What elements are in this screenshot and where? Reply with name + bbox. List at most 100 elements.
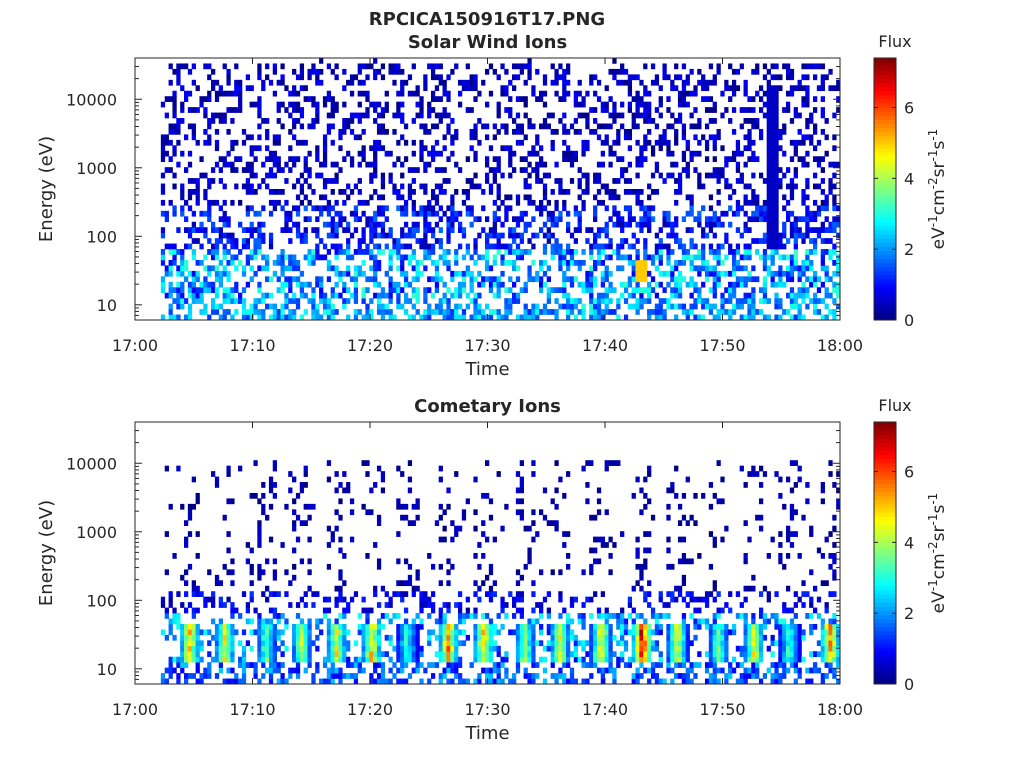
spectrogram-cell — [172, 243, 177, 250]
spectrogram-cell — [724, 270, 729, 277]
spectrogram-cell — [249, 563, 254, 570]
spectrogram-cell — [469, 210, 474, 217]
spectrogram-cell — [674, 287, 679, 294]
spectrogram-cell — [388, 298, 393, 304]
spectrogram-cell — [346, 79, 351, 86]
spectrogram-cell — [801, 134, 806, 141]
spectrogram-cell — [681, 259, 687, 266]
spectrogram-cell — [735, 227, 741, 233]
spectrogram-cell — [434, 303, 440, 310]
spectrogram-cell — [623, 629, 629, 636]
spectrogram-cell — [454, 656, 459, 663]
spectrogram-cell — [430, 156, 436, 163]
spectrogram-cell — [457, 270, 463, 277]
spectrogram-cell — [469, 85, 474, 92]
spectrogram-cell — [751, 68, 756, 75]
spectrogram-cell — [199, 309, 204, 315]
spectrogram-cell — [407, 243, 413, 250]
spectrogram-cell — [315, 205, 320, 212]
spectrogram-cell — [585, 640, 590, 647]
spectrogram-cell — [411, 249, 416, 255]
spectrogram-cell — [292, 640, 297, 647]
spectrogram-cell — [720, 303, 725, 310]
spectrogram-cell — [701, 259, 706, 266]
spectrogram-cell — [207, 118, 212, 124]
spectrogram-cell — [743, 281, 748, 288]
spectrogram-cell — [527, 74, 532, 81]
spectrogram-cell — [203, 309, 208, 315]
spectrogram-cell — [315, 623, 320, 630]
spectrogram-cell — [326, 314, 332, 321]
spectrogram-cell — [434, 634, 440, 641]
spectrogram-cell — [481, 629, 486, 636]
spectrogram-cell — [488, 281, 494, 288]
spectrogram-cell — [292, 629, 297, 636]
spectrogram-cell — [554, 249, 559, 255]
spectrogram-cell — [446, 640, 451, 647]
spectrogram-cell — [581, 96, 586, 102]
spectrogram-cell — [739, 172, 744, 179]
spectrogram-cell — [477, 281, 482, 288]
spectrogram-cell — [589, 309, 594, 315]
spectrogram-cell — [226, 287, 231, 294]
spectrogram-cell — [276, 101, 281, 108]
spectrogram-cell — [265, 634, 270, 641]
spectrogram-cell — [303, 503, 308, 510]
spectrogram-cell — [654, 139, 660, 146]
spectrogram-cell — [442, 259, 447, 266]
spectrogram-cell — [357, 629, 362, 636]
spectrogram-cell — [712, 74, 717, 81]
spectrogram-cell — [369, 194, 374, 201]
spectrogram-cell — [295, 156, 301, 163]
spectrogram-cell — [365, 112, 370, 119]
spectrogram-cell — [562, 74, 567, 81]
spectrogram-cell — [708, 79, 714, 86]
spectrogram-cell — [492, 580, 497, 587]
spectrogram-cell — [261, 161, 266, 168]
spectrogram-cell — [307, 68, 312, 75]
spectrogram-cell — [620, 281, 625, 288]
spectrogram-cell — [415, 569, 420, 576]
spectrogram-cell — [774, 189, 779, 195]
spectrogram-cell — [589, 276, 594, 283]
spectrogram-cell — [268, 536, 274, 543]
spectrogram-cell — [535, 150, 540, 157]
spectrogram-cell — [535, 134, 540, 141]
spectrogram-cell — [195, 139, 200, 146]
spectrogram-cell — [647, 183, 652, 190]
spectrogram-cell — [184, 520, 189, 527]
spectrogram-cell — [241, 227, 247, 233]
spectrogram-cell — [384, 292, 389, 299]
spectrogram-cell — [778, 254, 783, 261]
spectrogram-cell — [427, 112, 432, 119]
spectrogram-cell — [647, 678, 652, 685]
spectrogram-cell — [735, 243, 741, 250]
spectrogram-cell — [334, 243, 339, 250]
spectrogram-cell — [616, 178, 621, 184]
spectrogram-cell — [454, 602, 459, 608]
spectrogram-cell — [735, 298, 741, 304]
spectrogram-cell — [801, 216, 806, 223]
spectrogram-cell — [515, 194, 521, 201]
spectrogram-cell — [272, 90, 278, 97]
spectrogram-cell — [199, 292, 204, 299]
spectrogram-cell — [816, 63, 822, 70]
spectrogram-cell — [411, 205, 416, 212]
spectrogram-cell — [195, 651, 200, 658]
spectrogram-cell — [577, 227, 582, 233]
spectrogram-cell — [403, 205, 409, 212]
spectrogram-cell — [812, 281, 818, 288]
spectrogram-cell — [701, 254, 706, 261]
colorbar-segment — [874, 242, 896, 247]
spectrogram-cell — [743, 292, 748, 299]
spectrogram-cell — [701, 85, 706, 92]
spectrogram-cell — [770, 90, 775, 97]
spectrogram-cell — [477, 645, 482, 652]
spectrogram-cell — [265, 128, 270, 135]
spectrogram-cell — [349, 79, 355, 86]
spectrogram-cell — [334, 585, 339, 592]
spectrogram-cell — [620, 172, 625, 179]
spectrogram-cell — [689, 194, 694, 201]
spectrogram-cell — [357, 656, 362, 663]
spectrogram-cell — [234, 298, 239, 304]
